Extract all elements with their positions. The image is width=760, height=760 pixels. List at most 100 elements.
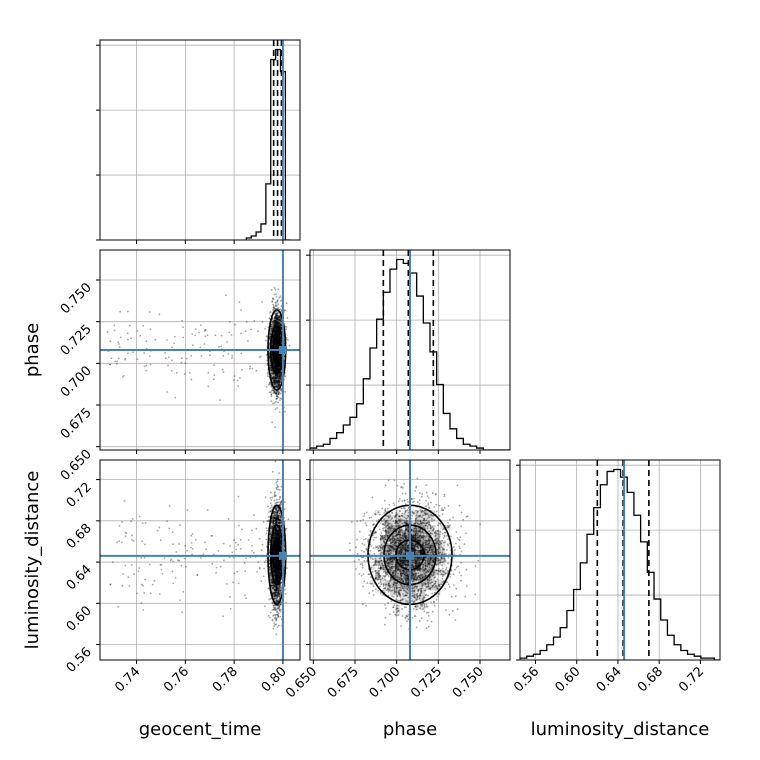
sample-point — [117, 357, 120, 360]
sample-point — [280, 323, 282, 326]
sample-point — [278, 384, 281, 386]
sample-point — [276, 382, 278, 385]
sample-point — [273, 589, 276, 591]
sample-point — [272, 298, 275, 301]
sample-point — [258, 566, 261, 569]
sample-point — [278, 472, 281, 474]
sample-point — [256, 571, 259, 573]
sample-point — [276, 316, 278, 319]
sample-point — [274, 322, 277, 324]
sample-point — [172, 543, 174, 546]
sample-point — [164, 357, 167, 360]
sample-point — [277, 396, 279, 399]
sample-point — [277, 299, 279, 301]
sample-point — [280, 375, 283, 378]
sample-point — [275, 586, 278, 589]
sample-point — [269, 328, 272, 330]
sample-point — [280, 388, 282, 391]
sample-point — [279, 501, 282, 504]
sample-point — [273, 495, 276, 498]
sample-point — [266, 520, 269, 523]
sample-point — [273, 383, 276, 385]
sample-point — [278, 383, 281, 386]
hist-geocent_time — [245, 40, 291, 240]
sample-point — [191, 533, 194, 535]
sample-point — [276, 376, 278, 379]
sample-point — [274, 495, 277, 497]
sample-point — [269, 310, 272, 313]
sample-point — [287, 518, 290, 521]
sample-point — [271, 602, 274, 605]
sample-point — [272, 303, 274, 306]
sample-point — [271, 301, 274, 303]
sample-point — [277, 317, 280, 320]
sample-point — [279, 324, 282, 326]
sample-point — [270, 385, 273, 387]
sample-point — [280, 503, 282, 505]
sample-point — [274, 491, 276, 493]
sample-point — [124, 564, 127, 567]
sample-point — [275, 586, 278, 588]
sample-point — [273, 381, 276, 384]
sample-point — [268, 383, 271, 385]
sample-point — [273, 321, 276, 323]
sample-point — [274, 527, 277, 530]
sample-point — [192, 344, 194, 347]
sample-point — [278, 381, 280, 383]
sample-point — [275, 327, 278, 330]
sample-point — [276, 375, 279, 378]
sample-point — [270, 506, 273, 509]
sample-point — [271, 372, 274, 375]
sample-point — [278, 322, 281, 324]
sample-point — [272, 297, 274, 299]
sample-point — [144, 543, 146, 546]
density-cell — [270, 380, 276, 386]
sample-point — [145, 364, 148, 367]
sample-point — [273, 351, 276, 354]
sample-point — [275, 327, 277, 329]
sample-point — [278, 489, 281, 491]
sample-point — [119, 310, 121, 313]
sample-point — [276, 395, 278, 398]
sample-point — [130, 520, 133, 523]
sample-point — [272, 517, 274, 519]
truth-marker-geocent_time-phase — [278, 346, 287, 354]
sample-point — [109, 583, 112, 586]
sample-point — [278, 377, 281, 380]
sample-point — [220, 334, 223, 337]
sample-point — [279, 377, 281, 380]
sample-point — [270, 366, 272, 369]
sample-point — [275, 375, 278, 378]
sample-point — [273, 517, 276, 519]
sample-point — [269, 312, 271, 314]
sample-point — [280, 357, 283, 359]
sample-point — [273, 287, 276, 289]
sample-point — [276, 300, 279, 302]
sample-point — [275, 393, 278, 395]
sample-point — [275, 513, 278, 515]
sample-point — [277, 383, 280, 386]
sample-point — [269, 497, 272, 499]
sample-point — [269, 332, 272, 334]
sample-point — [279, 615, 282, 618]
sample-point — [278, 316, 280, 319]
sample-point — [166, 339, 168, 341]
sample-point — [132, 351, 135, 353]
sample-point — [280, 375, 282, 378]
sample-point — [273, 353, 276, 356]
sample-point — [275, 581, 278, 584]
sample-point — [278, 380, 281, 383]
sample-point — [174, 396, 177, 399]
sample-point — [277, 380, 280, 383]
sample-point — [280, 591, 282, 594]
sample-point — [274, 312, 277, 315]
sample-point — [272, 320, 275, 323]
sample-point — [233, 379, 235, 381]
sample-point — [271, 579, 274, 582]
sample-point — [276, 307, 279, 310]
sample-point — [280, 340, 282, 343]
sample-point — [273, 362, 276, 364]
sample-point — [272, 567, 274, 570]
sample-point — [280, 374, 283, 376]
sample-point — [275, 487, 278, 489]
